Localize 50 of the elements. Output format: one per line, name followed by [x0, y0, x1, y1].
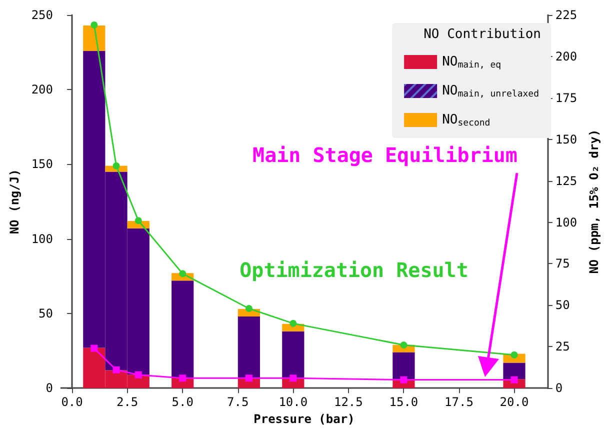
point — [245, 374, 252, 382]
point — [510, 376, 518, 384]
x-tick-label: 10.0 — [278, 395, 308, 410]
point — [90, 21, 98, 28]
point — [134, 371, 142, 378]
annotation: Optimization Result — [240, 258, 468, 282]
y2-tick-label: 0 — [555, 381, 563, 396]
y-tick-label: 250 — [31, 8, 53, 22]
legend-title: NO Contribution — [424, 27, 542, 42]
y2-tick-label: 50 — [555, 298, 570, 312]
x-axis-title: Pressure (bar) — [254, 412, 355, 426]
annotation: Main Stage Equilibrium — [252, 143, 518, 167]
x-tick-label: 15.0 — [389, 395, 418, 410]
point — [112, 366, 120, 374]
y-tick-label: 100 — [31, 232, 53, 246]
point — [400, 376, 408, 384]
y2-tick-label: 100 — [555, 215, 578, 230]
y-tick-label: 50 — [38, 306, 53, 320]
x-tick-label: 7.5 — [227, 395, 249, 410]
y2-tick-label: 200 — [555, 49, 578, 64]
x-tick-label: 17.5 — [444, 395, 474, 410]
x-tick-label: 2.5 — [116, 395, 138, 410]
y-tick-label: 0 — [46, 381, 53, 396]
point — [112, 162, 120, 170]
y-axis-title: NO (ng/J) — [7, 169, 22, 234]
y2-tick-label: 150 — [555, 132, 578, 146]
bar — [503, 362, 526, 380]
y2-axis-title: NO (ppm, 15% O₂ dry) — [587, 129, 601, 274]
y2-tick-label: 175 — [555, 90, 578, 105]
y-tick-label: 150 — [31, 157, 53, 172]
x-tick-label: 20.0 — [500, 395, 529, 410]
y2-tick-label: 75 — [555, 256, 570, 271]
y2-tick-label: 125 — [555, 174, 578, 188]
bar — [392, 352, 415, 380]
point — [90, 344, 98, 352]
bar — [238, 316, 260, 378]
bar — [83, 25, 106, 51]
point — [290, 320, 297, 327]
y2-tick-label: 225 — [555, 8, 578, 22]
point — [179, 374, 186, 382]
point — [134, 217, 142, 224]
x-tick-label: 12.5 — [334, 395, 363, 410]
x-tick-label: 5.0 — [172, 395, 194, 410]
y-tick-label: 200 — [31, 82, 53, 97]
y2-tick-label: 25 — [555, 340, 570, 354]
bar — [172, 280, 194, 378]
x-tick-label: 0.0 — [61, 395, 83, 410]
point — [245, 305, 252, 312]
bar — [282, 331, 304, 378]
point — [290, 374, 297, 382]
